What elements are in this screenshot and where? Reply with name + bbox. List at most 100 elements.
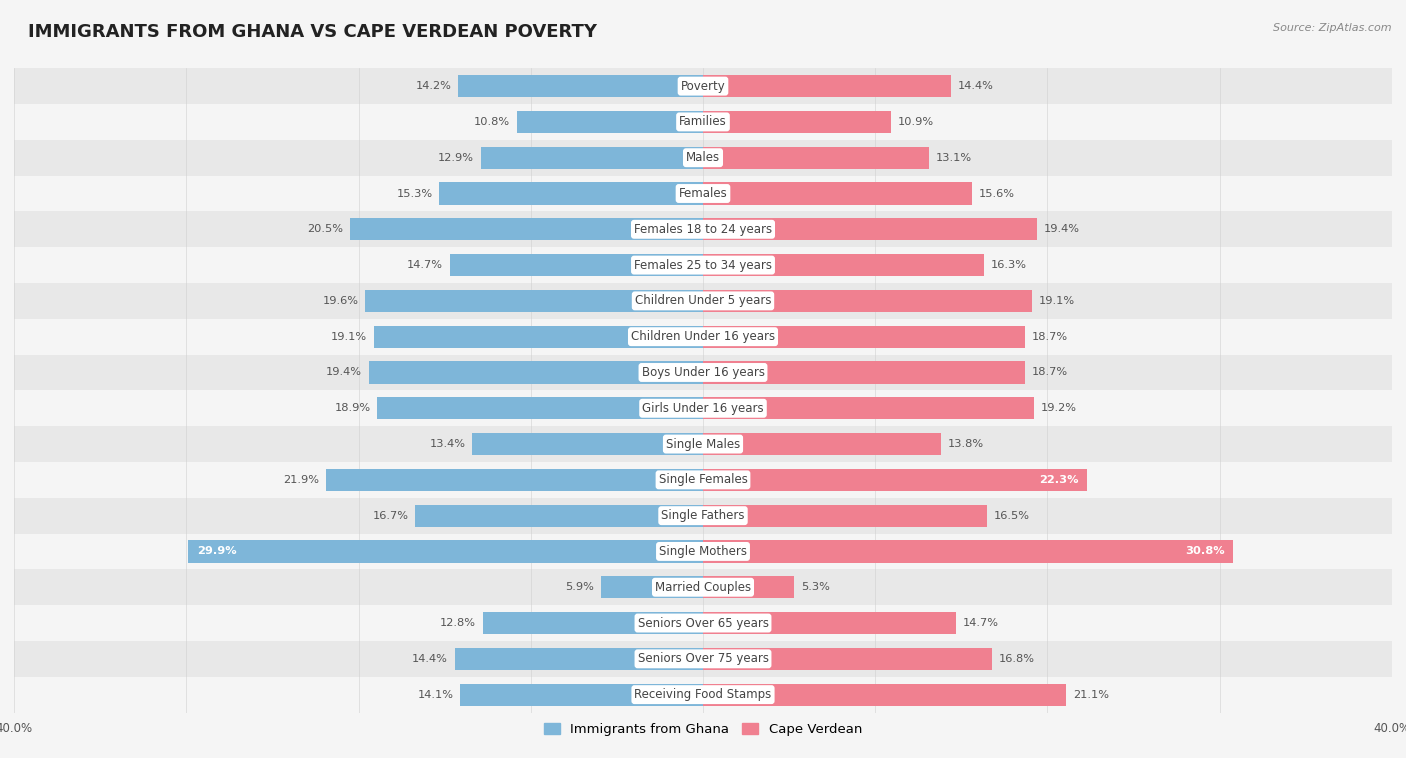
Text: Single Fathers: Single Fathers [661,509,745,522]
Bar [703,468,1087,491]
Text: 19.1%: 19.1% [330,332,367,342]
Bar [14,426,1392,462]
Text: Seniors Over 65 years: Seniors Over 65 years [637,616,769,630]
Text: 16.3%: 16.3% [991,260,1026,270]
Bar [377,397,703,419]
Text: 30.8%: 30.8% [1185,547,1225,556]
Text: IMMIGRANTS FROM GHANA VS CAPE VERDEAN POVERTY: IMMIGRANTS FROM GHANA VS CAPE VERDEAN PO… [28,23,598,41]
Text: 13.4%: 13.4% [429,439,465,449]
Bar [14,641,1392,677]
Text: 19.2%: 19.2% [1040,403,1077,413]
Bar [456,648,703,670]
Text: 14.2%: 14.2% [416,81,451,91]
Text: Females 18 to 24 years: Females 18 to 24 years [634,223,772,236]
Text: 20.5%: 20.5% [307,224,343,234]
Text: 16.7%: 16.7% [373,511,409,521]
Bar [481,146,703,169]
Text: Children Under 16 years: Children Under 16 years [631,330,775,343]
Bar [703,684,1066,706]
Bar [415,505,703,527]
Bar [458,75,703,97]
Text: 12.9%: 12.9% [437,152,474,163]
Bar [14,211,1392,247]
Text: 10.9%: 10.9% [897,117,934,127]
Bar [14,355,1392,390]
Bar [374,326,703,348]
Text: 14.4%: 14.4% [957,81,994,91]
Bar [602,576,703,598]
Bar [366,290,703,312]
Legend: Immigrants from Ghana, Cape Verdean: Immigrants from Ghana, Cape Verdean [538,717,868,741]
Bar [188,540,703,562]
Text: Source: ZipAtlas.com: Source: ZipAtlas.com [1274,23,1392,33]
Text: 12.8%: 12.8% [440,618,475,628]
Text: Boys Under 16 years: Boys Under 16 years [641,366,765,379]
Bar [703,648,993,670]
Bar [703,576,794,598]
Bar [326,468,703,491]
Text: Seniors Over 75 years: Seniors Over 75 years [637,653,769,666]
Bar [472,433,703,455]
Bar [450,254,703,276]
Text: Children Under 5 years: Children Under 5 years [634,294,772,308]
Text: 18.7%: 18.7% [1032,368,1069,377]
Text: 21.1%: 21.1% [1073,690,1109,700]
Bar [14,283,1392,319]
Bar [703,397,1033,419]
Bar [482,612,703,634]
Text: Single Males: Single Males [666,437,740,450]
Bar [460,684,703,706]
Text: Single Mothers: Single Mothers [659,545,747,558]
Text: 5.3%: 5.3% [801,582,830,592]
Bar [14,139,1392,176]
Text: 29.9%: 29.9% [197,547,236,556]
Bar [14,176,1392,211]
Text: 10.8%: 10.8% [474,117,510,127]
Bar [703,254,984,276]
Bar [703,362,1025,384]
Text: 14.7%: 14.7% [963,618,1000,628]
Bar [14,104,1392,139]
Text: Receiving Food Stamps: Receiving Food Stamps [634,688,772,701]
Text: Families: Families [679,115,727,128]
Text: 14.4%: 14.4% [412,654,449,664]
Text: 14.1%: 14.1% [418,690,453,700]
Bar [703,290,1032,312]
Text: 15.6%: 15.6% [979,189,1015,199]
Bar [703,326,1025,348]
Text: Poverty: Poverty [681,80,725,92]
Bar [703,146,928,169]
Text: 22.3%: 22.3% [1039,475,1078,485]
Text: 14.7%: 14.7% [406,260,443,270]
Text: 13.1%: 13.1% [935,152,972,163]
Text: 5.9%: 5.9% [565,582,595,592]
Bar [440,183,703,205]
Bar [703,111,891,133]
Bar [14,677,1392,713]
Bar [14,534,1392,569]
Text: 15.3%: 15.3% [396,189,433,199]
Text: 21.9%: 21.9% [283,475,319,485]
Bar [14,390,1392,426]
Bar [14,605,1392,641]
Text: Single Females: Single Females [658,473,748,487]
Bar [14,462,1392,498]
Text: Females 25 to 34 years: Females 25 to 34 years [634,258,772,271]
Bar [14,247,1392,283]
Bar [703,183,972,205]
Text: Females: Females [679,187,727,200]
Text: 19.1%: 19.1% [1039,296,1076,306]
Text: 13.8%: 13.8% [948,439,984,449]
Text: 16.8%: 16.8% [1000,654,1035,664]
Bar [14,319,1392,355]
Bar [703,75,950,97]
Bar [703,218,1038,240]
Bar [703,612,956,634]
Bar [368,362,703,384]
Text: 16.5%: 16.5% [994,511,1031,521]
Bar [703,505,987,527]
Bar [14,569,1392,605]
Text: 19.4%: 19.4% [1045,224,1080,234]
Text: 19.4%: 19.4% [326,368,361,377]
Bar [14,498,1392,534]
